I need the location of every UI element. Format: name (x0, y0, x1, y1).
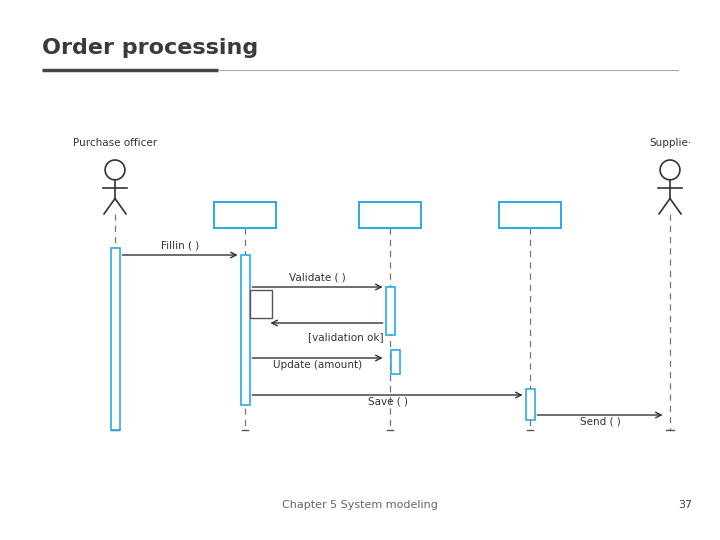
Text: Fillin ( ): Fillin ( ) (161, 240, 199, 250)
Text: Chapter 5 System modeling: Chapter 5 System modeling (282, 500, 438, 510)
Text: Send ( ): Send ( ) (580, 417, 621, 427)
Bar (385, 287, 395, 335)
Bar (110, 248, 120, 430)
Text: «datastore»
Orders: «datastore» Orders (499, 204, 562, 226)
Text: Order processing: Order processing (42, 38, 258, 58)
Bar (499, 202, 561, 228)
Bar (240, 255, 250, 405)
Bar (526, 389, 534, 420)
Text: Save ( ): Save ( ) (367, 397, 408, 407)
Text: Update (amount): Update (amount) (273, 360, 362, 370)
Bar (359, 202, 421, 228)
Text: Budget: Budget (372, 210, 409, 220)
Text: Purchase officer: Purchase officer (73, 138, 157, 148)
Text: [validation ok]: [validation ok] (307, 332, 383, 342)
Text: :Order: :Order (228, 210, 262, 220)
Text: Supplie·: Supplie· (649, 138, 691, 148)
Text: Validate ( ): Validate ( ) (289, 272, 346, 282)
Text: 37: 37 (678, 500, 692, 510)
Bar (390, 350, 400, 374)
Bar (250, 290, 272, 318)
Bar (214, 202, 276, 228)
